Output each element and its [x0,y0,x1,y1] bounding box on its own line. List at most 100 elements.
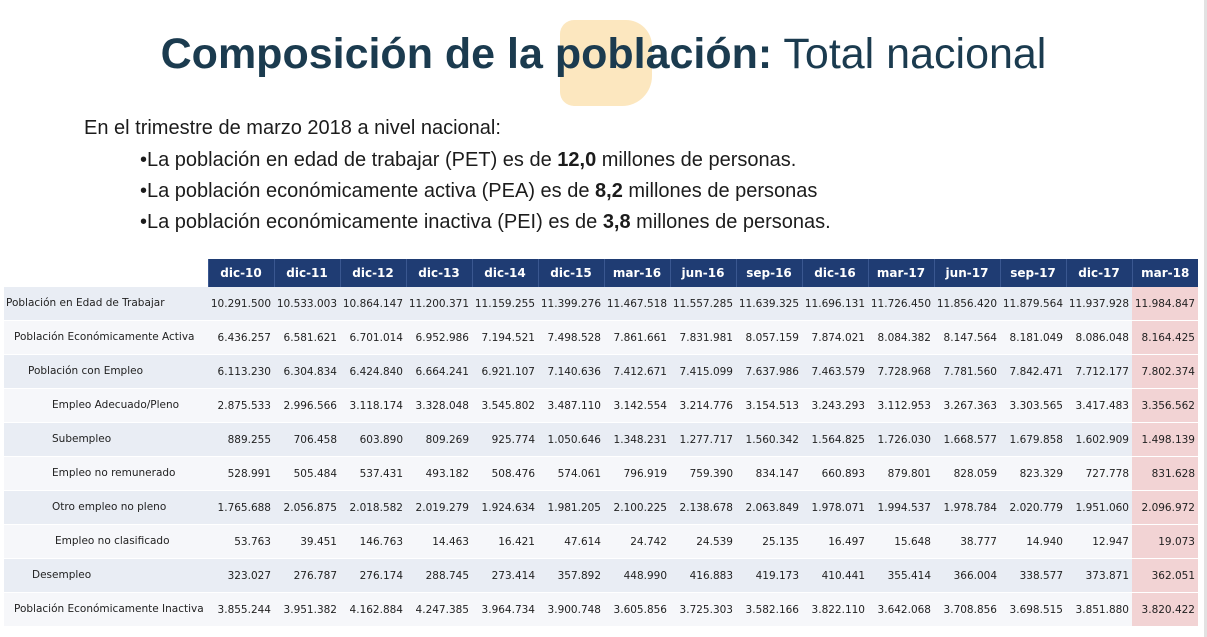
table-cell: 3.822.110 [802,592,868,627]
table-cell: 8.057.159 [736,320,802,355]
table-cell: 146.763 [340,524,406,559]
table-cell: 355.414 [868,558,934,593]
table-cell: 7.463.579 [802,354,868,389]
table-cell: 24.742 [604,524,670,559]
table-cell: 6.921.107 [472,354,538,389]
table-row: Subempleo 889.255 706.458 603.890 809.269 925… [4,422,1198,457]
table-cell: 12.947 [1066,524,1132,559]
table-cell: 1.994.537 [868,490,934,525]
table-cell: 7.728.968 [868,354,934,389]
table-cell: 2.020.779 [1000,490,1066,525]
table-cell: 373.871 [1066,558,1132,593]
row-label: Empleo no clasificado [4,524,208,559]
table-cell: 7.842.471 [1000,354,1066,389]
table-cell: 338.577 [1000,558,1066,593]
table-cell: 2.875.533 [208,388,274,423]
table-cell: 493.182 [406,456,472,491]
table-cell: 1.668.577 [934,422,1000,457]
table-cell: 7.802.374 [1132,354,1198,389]
table-cell: 7.831.981 [670,320,736,355]
table-cell: 6.952.986 [406,320,472,355]
column-header: dic-13 [405,259,472,287]
table-cell: 24.539 [670,524,736,559]
column-header: dic-15 [537,259,604,287]
table-cell: 416.883 [670,558,736,593]
table-cell: 1.348.231 [604,422,670,457]
table-cell: 448.990 [604,558,670,593]
table-cell: 10.864.147 [340,287,406,321]
table-cell: 11.467.518 [604,287,670,321]
bullet-item: •La población económicamente inactiva (P… [140,211,831,233]
table-cell: 11.879.564 [1000,287,1066,321]
table-cell: 2.100.225 [604,490,670,525]
table-cell: 323.027 [208,558,274,593]
table-cell: 1.564.825 [802,422,868,457]
table-row: Empleo no remunerado 528.991 505.484 537.43… [4,456,1198,491]
table-cell: 1.602.909 [1066,422,1132,457]
column-header: mar-17 [867,259,934,287]
table-cell: 1.981.205 [538,490,604,525]
population-table: dic-10 dic-11 dic-12 dic-13 dic-14 dic-15 mar-… [4,259,1198,627]
column-header: sep-17 [999,259,1066,287]
table-cell: 1.978.071 [802,490,868,525]
table-cell: 3.725.303 [670,592,736,627]
table-cell: 3.154.513 [736,388,802,423]
column-header: mar-16 [603,259,670,287]
table-cell: 759.390 [670,456,736,491]
table-cell: 3.698.515 [1000,592,1066,627]
table-cell: 706.458 [274,422,340,457]
table-row: Población Económicamente Inactiva 3.855.2… [4,592,1198,627]
table-cell: 2.996.566 [274,388,340,423]
table-cell: 2.096.972 [1132,490,1198,525]
logo-play-icon [560,20,652,106]
title-bold: Composición de la población: [160,30,773,78]
table-cell: 1.726.030 [868,422,934,457]
table-cell: 19.073 [1132,524,1198,559]
table-cell: 6.581.621 [274,320,340,355]
table-cell: 410.441 [802,558,868,593]
table-cell: 1.679.858 [1000,422,1066,457]
table-cell: 7.194.521 [472,320,538,355]
table-cell: 8.086.048 [1066,320,1132,355]
table-cell: 7.140.636 [538,354,604,389]
table-cell: 3.487.110 [538,388,604,423]
table-row: Población en Edad de Trabajar 10.291.500 1… [4,287,1198,321]
table-cell: 3.142.554 [604,388,670,423]
row-label: Población en Edad de Trabajar [4,287,208,321]
bullet-item: •La población en edad de trabajar (PET) … [140,149,797,171]
table-cell: 39.451 [274,524,340,559]
table-cell: 3.545.802 [472,388,538,423]
table-row: Población con Empleo 6.113.230 6.304.834 6.… [4,354,1198,389]
table-cell: 1.498.139 [1132,422,1198,457]
table-row: Población Económicamente Activa 6.436.257… [4,320,1198,355]
table-cell: 6.701.014 [340,320,406,355]
row-label: Subempleo [4,422,208,457]
table-cell: 3.582.166 [736,592,802,627]
table-cell: 3.964.734 [472,592,538,627]
table-cell: 2.018.582 [340,490,406,525]
table-cell: 809.269 [406,422,472,457]
table-cell: 7.874.021 [802,320,868,355]
table-cell: 6.304.834 [274,354,340,389]
table-cell: 823.329 [1000,456,1066,491]
table-cell: 1.951.060 [1066,490,1132,525]
table-cell: 16.421 [472,524,538,559]
column-header: dic-16 [801,259,868,287]
table-cell: 3.303.565 [1000,388,1066,423]
table-cell: 889.255 [208,422,274,457]
table-cell: 528.991 [208,456,274,491]
table-cell: 2.019.279 [406,490,472,525]
row-label: Población con Empleo [4,354,208,389]
table-cell: 276.787 [274,558,340,593]
table-cell: 11.639.325 [736,287,802,321]
column-header: jun-16 [669,259,736,287]
table-cell: 273.414 [472,558,538,593]
table-cell: 3.118.174 [340,388,406,423]
table-cell: 1.560.342 [736,422,802,457]
title-light: Total nacional [772,30,1047,78]
table-cell: 537.431 [340,456,406,491]
table-cell: 362.051 [1132,558,1198,593]
row-label: Otro empleo no pleno [4,490,208,525]
table-cell: 11.399.276 [538,287,604,321]
table-cell: 14.940 [1000,524,1066,559]
